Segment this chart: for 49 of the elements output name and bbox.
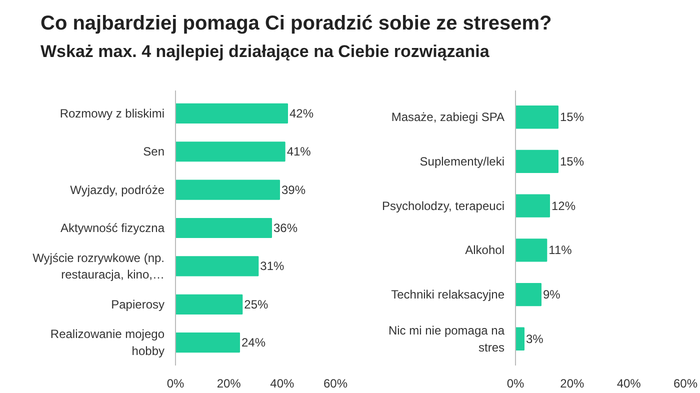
bar (176, 218, 272, 238)
bar (516, 238, 548, 262)
bar (516, 106, 558, 129)
y-tick-label: Nic mi nie pomaga na stres (388, 323, 505, 354)
bar (516, 282, 542, 306)
bar (176, 256, 259, 276)
data-label: 24% (242, 336, 266, 350)
y-tick-label: Sen (143, 144, 165, 159)
bar (176, 332, 240, 353)
y-tick-label: Realizowanie mojego hobby (50, 327, 165, 358)
chart-title: Co najbardziej pomaga Ci poradzić sobie ze stresem? (40, 12, 552, 34)
x-tick-label: 60% (323, 376, 348, 390)
x-tick-label: 20% (560, 376, 585, 390)
bar (176, 180, 280, 200)
x-tick-label: 40% (270, 376, 295, 390)
data-label: 15% (560, 110, 584, 124)
y-tick-label: Papierosy (111, 297, 165, 312)
data-label: 41% (286, 144, 312, 159)
y-tick-label: Suplementy/leki (420, 154, 505, 168)
y-tick-label: Alkohol (465, 243, 504, 258)
x-tick-label: 0% (506, 376, 524, 390)
y-tick-label: Psycholodzy, terapeuci (382, 198, 505, 213)
x-tick-label: 0% (166, 376, 184, 390)
bar (176, 142, 286, 162)
y-tick-label: Rozmowy z bliskimi (60, 106, 165, 120)
data-label: 15% (560, 154, 584, 168)
data-label: 11% (548, 243, 572, 258)
bar (176, 103, 288, 124)
y-tick-label: Wyjście rozrywkowe (np. restauracja, kino,… (32, 250, 165, 282)
y-tick-label: Techniki relaksacyjne (391, 288, 505, 302)
data-label: 36% (274, 221, 298, 235)
y-tick-label: Masaże, zabiegi SPA (391, 110, 505, 124)
data-label: 42% (290, 106, 314, 120)
data-label: 31% (260, 259, 285, 274)
data-label: 25% (244, 297, 269, 312)
data-label: 39% (282, 182, 306, 197)
chart-subtitle: Wskaż max. 4 najlepiej działające na Ciebie rozwiązania (40, 42, 490, 61)
y-tick-label: Aktywność fizyczna (60, 221, 165, 235)
bar (516, 150, 558, 174)
bar (176, 294, 243, 314)
bar (516, 327, 524, 350)
x-tick-label: 60% (673, 376, 698, 390)
y-tick-label: Wyjazdy, podróże (70, 182, 165, 197)
data-label: 12% (552, 198, 576, 213)
bar (516, 194, 550, 218)
data-label: 3% (526, 332, 544, 346)
data-label: 9% (543, 288, 561, 302)
x-tick-label: 20% (216, 376, 242, 390)
x-tick-label: 40% (616, 376, 642, 390)
